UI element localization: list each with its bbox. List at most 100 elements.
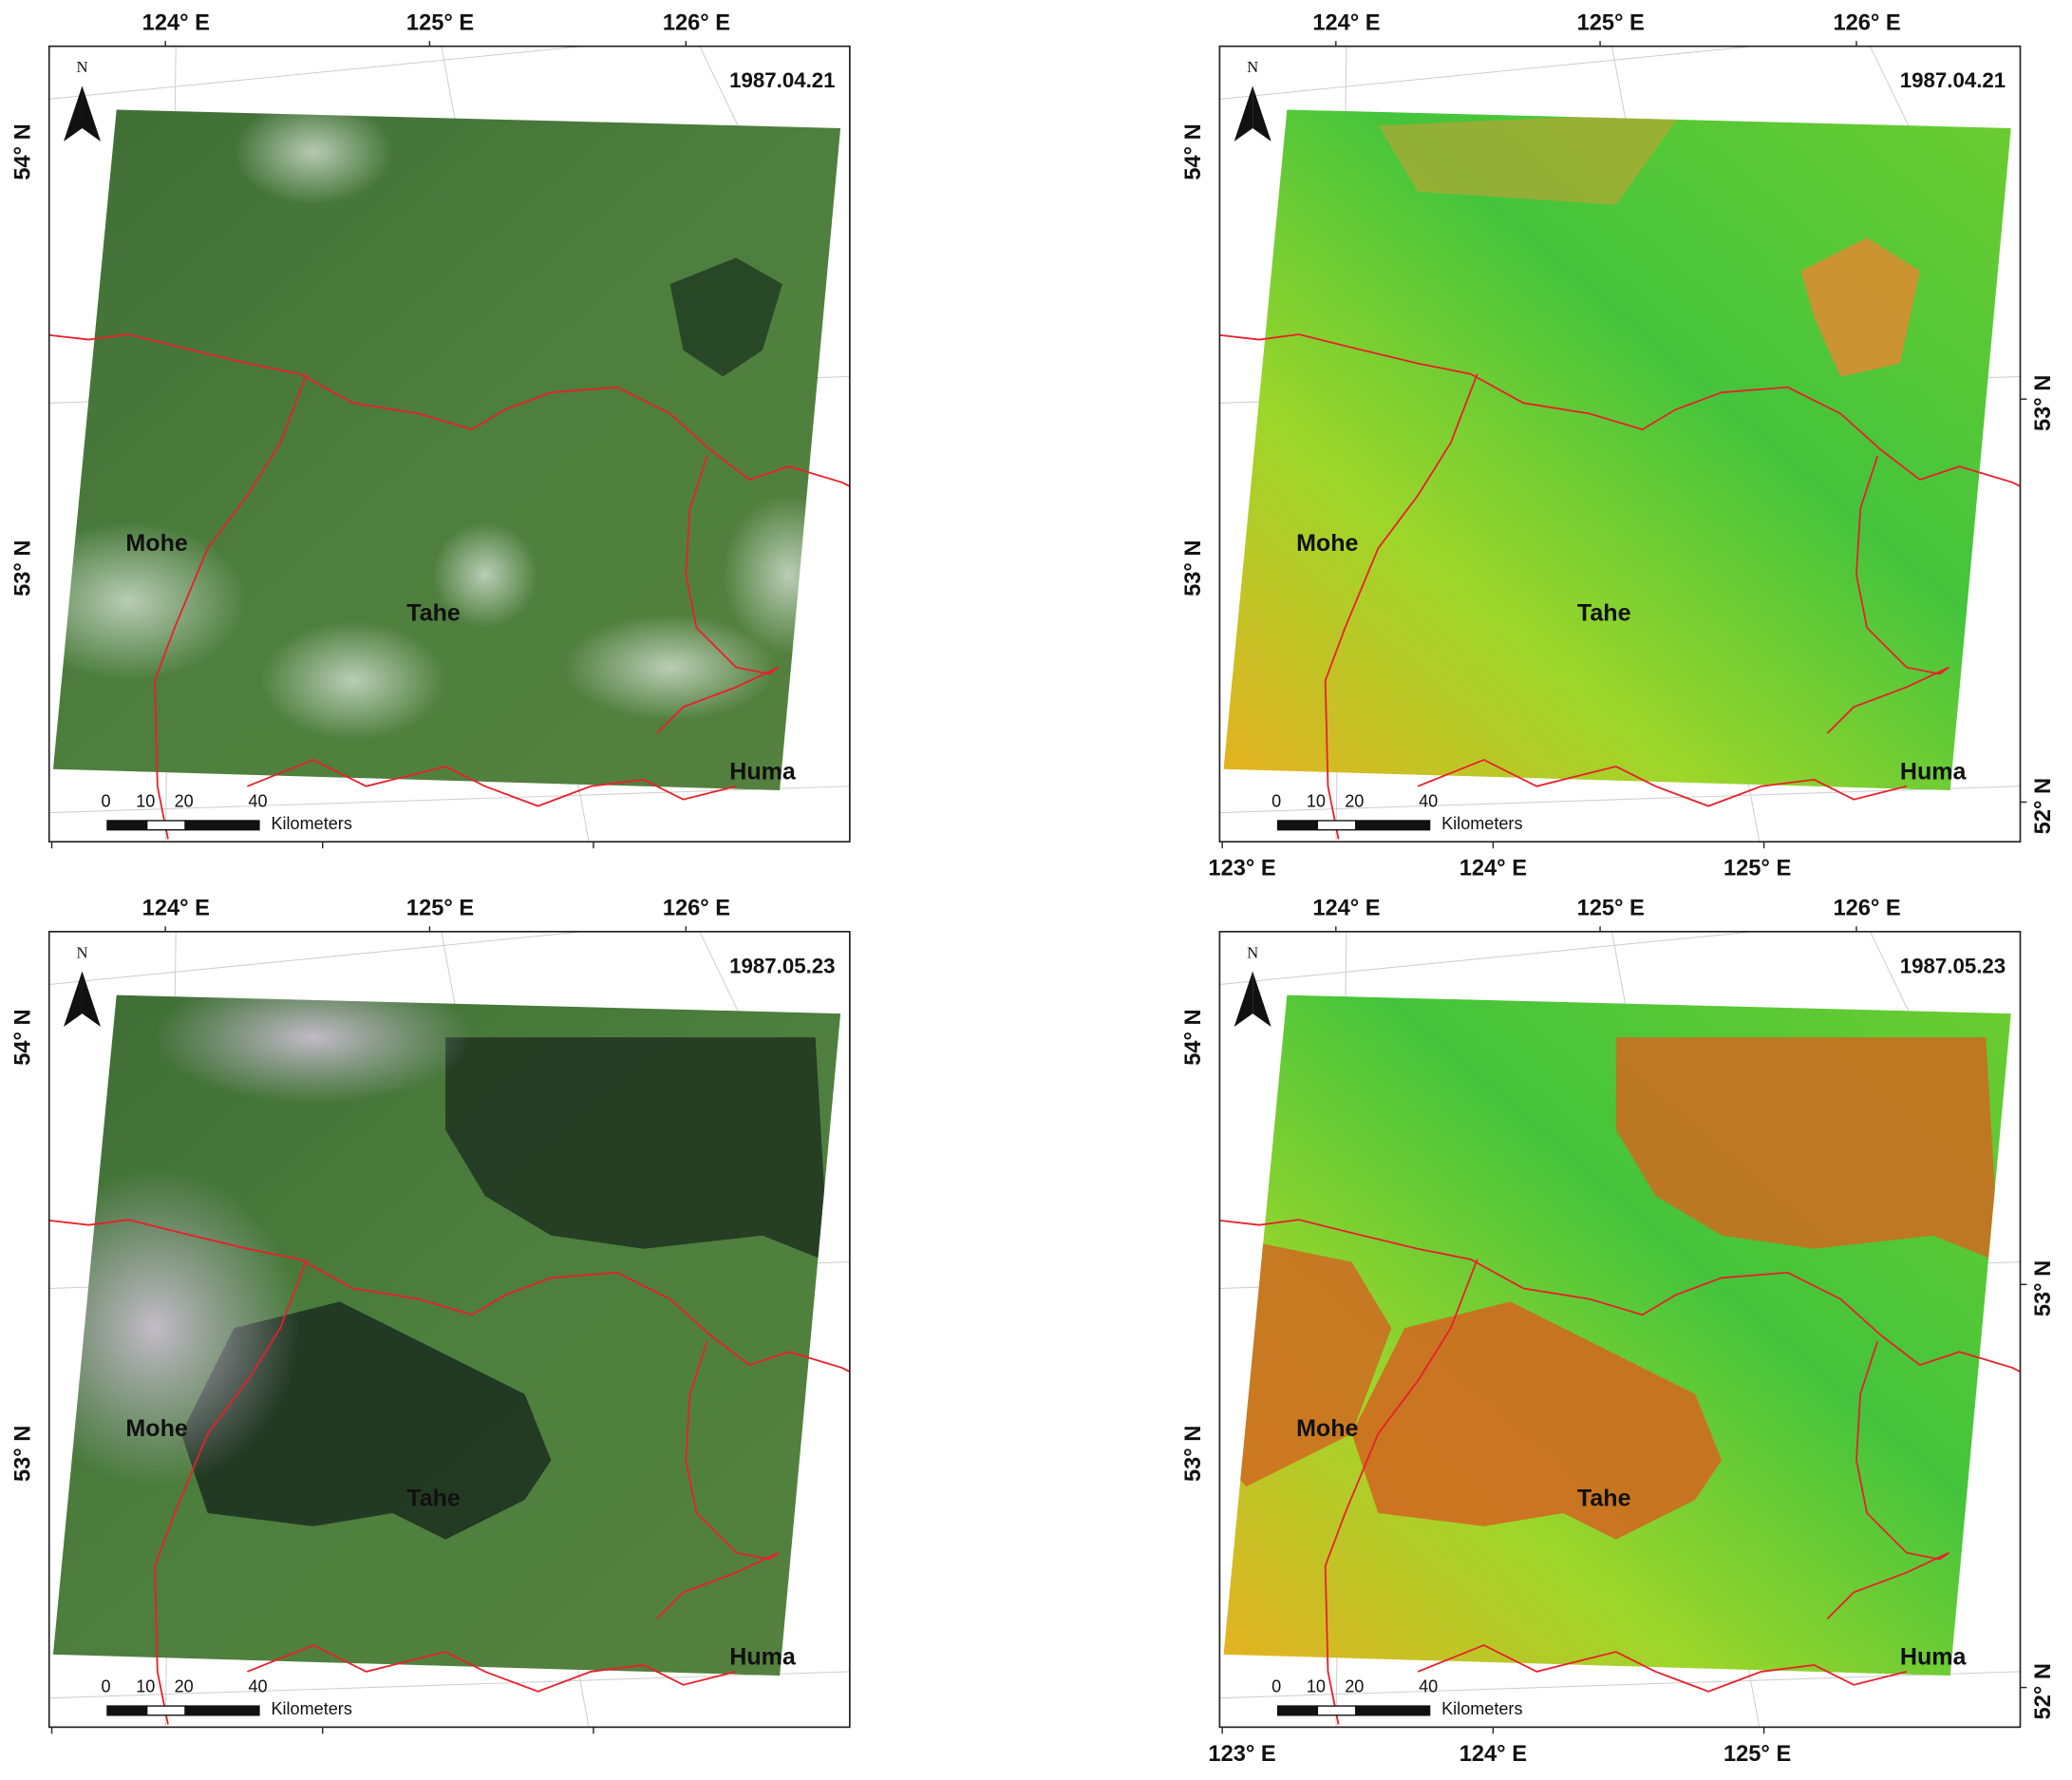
scale-tick: 40 — [249, 1676, 268, 1695]
place-label: Tahe — [406, 600, 461, 627]
lat-label: 53° N — [2031, 375, 2056, 431]
scale-bar — [184, 820, 260, 831]
border — [48, 333, 850, 487]
scale-tick: 20 — [175, 791, 194, 810]
place-label: Huma — [729, 1644, 797, 1671]
scale-tick: 0 — [1271, 791, 1281, 810]
burn-scar — [1223, 1235, 1392, 1487]
date-label: 1987.04.21 — [1900, 68, 2006, 92]
lon-label: 126° E — [663, 896, 730, 920]
map-frame — [47, 45, 851, 843]
date-label: 1987.05.23 — [729, 954, 835, 977]
place-label: Mohe — [1296, 1415, 1358, 1442]
lon-label: 123° E — [1208, 1742, 1275, 1767]
map-frame — [1218, 930, 2022, 1729]
scale-tick: 20 — [1345, 1676, 1364, 1695]
scale-tick: 10 — [136, 1676, 155, 1695]
map-frame — [47, 930, 851, 1729]
lat-label: 53° N — [1181, 540, 1206, 596]
scale-bar — [106, 820, 148, 831]
north-arrow — [82, 85, 102, 142]
border — [48, 1219, 850, 1373]
lon-label: 125° E — [1724, 857, 1791, 881]
burn-scar — [1351, 1301, 1723, 1540]
map-body — [48, 931, 850, 1728]
graticule — [1219, 931, 1759, 985]
north-label: N — [1247, 943, 1258, 961]
lat-label: 53° N — [11, 1426, 36, 1482]
place-label: Huma — [1900, 758, 1968, 785]
lat-label: 53° N — [2031, 1260, 2056, 1316]
place-label: Mohe — [125, 1415, 187, 1442]
lon-label: 124° E — [1460, 1742, 1527, 1767]
scale-tick: 0 — [102, 1676, 111, 1695]
scale-unit: Kilometers — [271, 1699, 351, 1718]
lat-label: 53° N — [1181, 1426, 1206, 1482]
lon-label: 125° E — [406, 10, 474, 35]
burn-scar — [445, 1037, 829, 1262]
lon-label: 123° E — [1208, 857, 1275, 881]
north-arrow — [1234, 971, 1253, 1027]
date-label: 1987.05.23 — [1900, 954, 2006, 977]
place-label: Tahe — [406, 1486, 461, 1512]
north-label: N — [76, 943, 87, 961]
lon-label: 126° E — [1833, 896, 1900, 920]
scale-bar — [1354, 820, 1431, 831]
scale-tick: 40 — [1419, 1676, 1438, 1695]
lon-label: 124° E — [142, 896, 210, 920]
scale-tick: 0 — [1271, 1676, 1281, 1695]
scale-bar — [145, 1705, 186, 1716]
image-features — [1223, 1037, 2000, 1540]
graticule — [48, 786, 850, 814]
lat-label: 54° N — [1181, 1009, 1206, 1065]
scale-tick: 10 — [1307, 1676, 1326, 1695]
map-panel: N 1987.05.23 Mohe Tahe Huma 0 10 20 40Kilometers… — [1181, 896, 2056, 1766]
place-label: Tahe — [1577, 1486, 1631, 1512]
scale-bar — [184, 1705, 260, 1716]
graticule — [1219, 46, 1759, 100]
lat-label: 54° N — [11, 1009, 36, 1065]
map-panel: N 1987.04.21 Mohe Tahe Huma 0 10 20 40Kilometers… — [11, 10, 851, 849]
map-frame — [1218, 45, 2022, 843]
scale-unit: Kilometers — [1441, 1699, 1522, 1718]
border — [1219, 1219, 2021, 1373]
hot-area — [1800, 237, 1920, 377]
hot-area — [1378, 112, 1683, 205]
graticule — [1219, 786, 2021, 814]
scale-tick: 10 — [1307, 791, 1326, 810]
north-label: N — [1247, 58, 1258, 76]
scale-tick: 0 — [102, 791, 111, 810]
lon-label: 125° E — [1577, 896, 1645, 920]
map-body — [48, 46, 850, 843]
lat-label: 52° N — [2031, 1663, 2056, 1719]
border — [1324, 1259, 1950, 1725]
scale-unit: Kilometers — [271, 814, 351, 833]
lon-label: 124° E — [142, 10, 210, 35]
scale-bar — [1316, 1705, 1357, 1716]
graticule — [1219, 1671, 2021, 1699]
graticule — [48, 931, 588, 985]
scale-bar — [145, 820, 186, 831]
cloud — [260, 620, 446, 741]
burn-scar — [1615, 1037, 2000, 1262]
lon-label: 124° E — [1312, 896, 1380, 920]
scale-tick: 20 — [1345, 791, 1364, 810]
lon-label: 125° E — [1724, 1742, 1791, 1767]
cloud — [432, 521, 538, 628]
graticule — [48, 46, 588, 100]
place-label: Mohe — [1296, 530, 1358, 557]
lon-label: 124° E — [1312, 10, 1380, 35]
image-features — [52, 109, 841, 741]
place-label: Huma — [1900, 1644, 1968, 1671]
place-label: Huma — [729, 758, 797, 785]
scale-tick: 40 — [1419, 791, 1438, 810]
north-arrow — [64, 971, 83, 1027]
scale-bar — [1354, 1705, 1431, 1716]
lon-label: 125° E — [1577, 10, 1645, 35]
lon-label: 126° E — [663, 10, 730, 35]
lat-label: 53° N — [11, 540, 36, 596]
cloud — [234, 109, 393, 205]
satellite-image — [1223, 109, 2011, 790]
lon-label: 125° E — [406, 896, 474, 920]
